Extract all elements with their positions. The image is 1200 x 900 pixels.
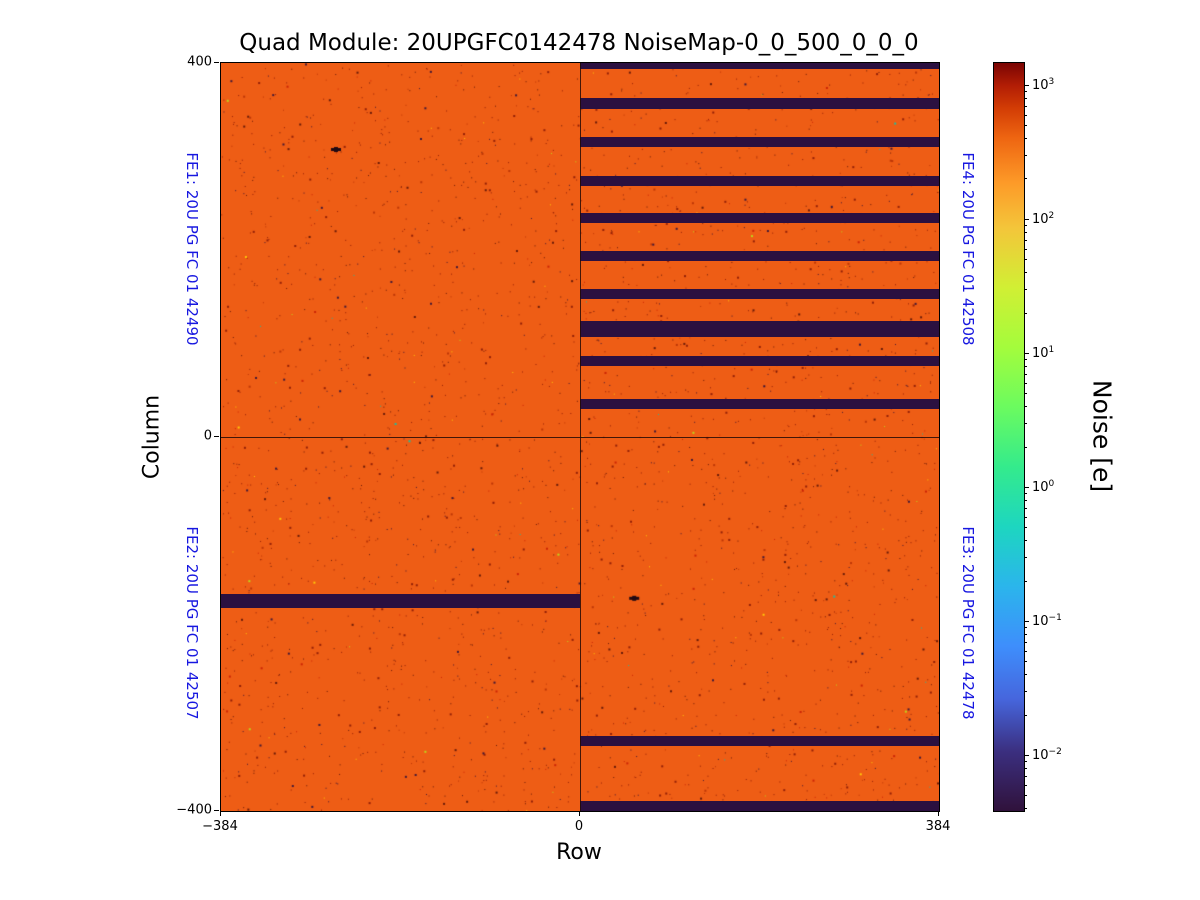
colorbar-minor-tick-mark [1024, 90, 1027, 92]
colorbar-minor-tick-mark [1024, 406, 1027, 408]
colorbar-minor-tick-mark [1024, 125, 1027, 127]
figure-title: Quad Module: 20UPGFC0142478 NoiseMap-0_0… [239, 30, 919, 56]
colorbar-minor-tick-mark [1024, 224, 1027, 226]
colorbar-minor-tick-mark [1024, 446, 1027, 448]
x-tick-label: 384 [925, 819, 951, 834]
colorbar-minor-tick-mark [1024, 627, 1027, 629]
colorbar-minor-tick-mark [1024, 138, 1027, 140]
colorbar-minor-tick-mark [1024, 557, 1027, 559]
colorbar-minor-tick-mark [1024, 784, 1027, 786]
colorbar-minor-tick-mark [1024, 808, 1027, 810]
colorbar-minor-tick-mark [1024, 674, 1027, 676]
colorbar-tick-mark [1024, 352, 1029, 354]
colorbar-minor-tick-mark [1024, 661, 1027, 663]
colorbar-minor-tick-mark [1024, 714, 1027, 716]
colorbar-minor-tick-mark [1024, 97, 1027, 99]
dead-row-stripe [580, 97, 939, 109]
colorbar-tick-label: 100 [1032, 478, 1055, 496]
colorbar-minor-tick-mark [1024, 359, 1027, 361]
dead-row-stripe [580, 250, 939, 262]
dead-row-stripe [580, 176, 939, 187]
x-tick-mark [220, 811, 221, 816]
colorbar-minor-tick-mark [1024, 527, 1027, 529]
colorbar-minor-tick-mark [1024, 114, 1027, 116]
colorbar-tick-mark [1024, 218, 1029, 220]
dead-row-stripe [580, 736, 939, 746]
colorbar-tick-label: 10−1 [1032, 612, 1062, 630]
colorbar-minor-tick-mark [1024, 493, 1027, 495]
y-tick-mark [214, 62, 219, 63]
dead-row-stripe [580, 800, 939, 811]
dead-row-stripe [580, 63, 939, 69]
y-tick-label: 400 [187, 54, 212, 70]
colorbar-minor-tick-mark [1024, 288, 1027, 290]
colorbar-minor-tick-mark [1024, 540, 1027, 542]
x-tick-label: 0 [574, 819, 584, 834]
y-tick-label: −400 [176, 802, 212, 818]
colorbar-tick-label: 103 [1032, 76, 1055, 93]
dead-row-stripe [221, 594, 580, 609]
colorbar-minor-tick-mark [1024, 312, 1027, 314]
colorbar-tick-mark [1024, 84, 1029, 86]
colorbar-minor-tick-mark [1024, 507, 1027, 509]
colorbar-minor-tick-mark [1024, 272, 1027, 274]
chip-boundary-vertical [579, 63, 581, 811]
fe3-chip-label: FE3: 20U PG FC 01 42478 [959, 526, 977, 720]
colorbar-minor-tick-mark [1024, 154, 1027, 156]
colorbar-minor-tick-mark [1024, 641, 1027, 643]
colorbar-minor-tick-mark [1024, 178, 1027, 180]
colorbar-minor-tick-mark [1024, 633, 1027, 635]
colorbar-minor-tick-mark [1024, 382, 1027, 384]
colorbar-minor-tick-mark [1024, 373, 1027, 375]
colorbar-tick-mark [1024, 620, 1029, 622]
colorbar-minor-tick-mark [1024, 768, 1027, 770]
x-axis-label: Row [556, 840, 602, 865]
dead-row-stripe [580, 212, 939, 223]
dead-row-stripe [580, 289, 939, 299]
y-axis-label: Column [139, 394, 165, 480]
colorbar [993, 62, 1025, 812]
colorbar-minor-tick-mark [1024, 393, 1027, 395]
dead-row-stripe [580, 321, 939, 337]
colorbar-minor-tick-mark [1024, 105, 1027, 107]
colorbar-minor-tick-mark [1024, 691, 1027, 693]
colorbar-minor-tick-mark [1024, 499, 1027, 501]
dead-row-stripe [580, 398, 939, 409]
colorbar-minor-tick-mark [1024, 239, 1027, 241]
fe4-chip-label: FE4: 20U PG FC 01 42508 [959, 152, 977, 346]
colorbar-minor-tick-mark [1024, 365, 1027, 367]
y-tick-label: 0 [203, 428, 212, 444]
dead-row-stripe [580, 355, 939, 366]
heatmap-plot [220, 62, 940, 812]
colorbar-minor-tick-mark [1024, 795, 1027, 797]
colorbar-minor-tick-mark [1024, 422, 1027, 424]
colorbar-tick-label: 10−2 [1032, 746, 1062, 764]
colorbar-minor-tick-mark [1024, 761, 1027, 763]
y-tick-mark [214, 436, 219, 437]
x-tick-mark [938, 811, 939, 816]
colorbar-minor-tick-mark [1024, 248, 1027, 250]
x-tick-mark [579, 811, 580, 816]
fe1-chip-label: FE1: 20U PG FC 01 42490 [183, 152, 201, 346]
y-tick-mark [214, 810, 219, 811]
fe2-chip-label: FE2: 20U PG FC 01 42507 [183, 526, 201, 720]
colorbar-tick-mark [1024, 755, 1029, 757]
colorbar-tick-label: 102 [1032, 210, 1055, 227]
colorbar-minor-tick-mark [1024, 775, 1027, 777]
colorbar-label: Noise [e] [1087, 379, 1117, 493]
colorbar-minor-tick-mark [1024, 516, 1027, 518]
colorbar-minor-tick-mark [1024, 231, 1027, 233]
x-tick-label: −384 [202, 819, 238, 834]
dead-row-stripe [580, 136, 939, 148]
colorbar-tick-label: 101 [1032, 344, 1055, 362]
colorbar-minor-tick-mark [1024, 580, 1027, 582]
colorbar-tick-mark [1024, 486, 1029, 488]
colorbar-minor-tick-mark [1024, 650, 1027, 652]
colorbar-minor-tick-mark [1024, 259, 1027, 261]
